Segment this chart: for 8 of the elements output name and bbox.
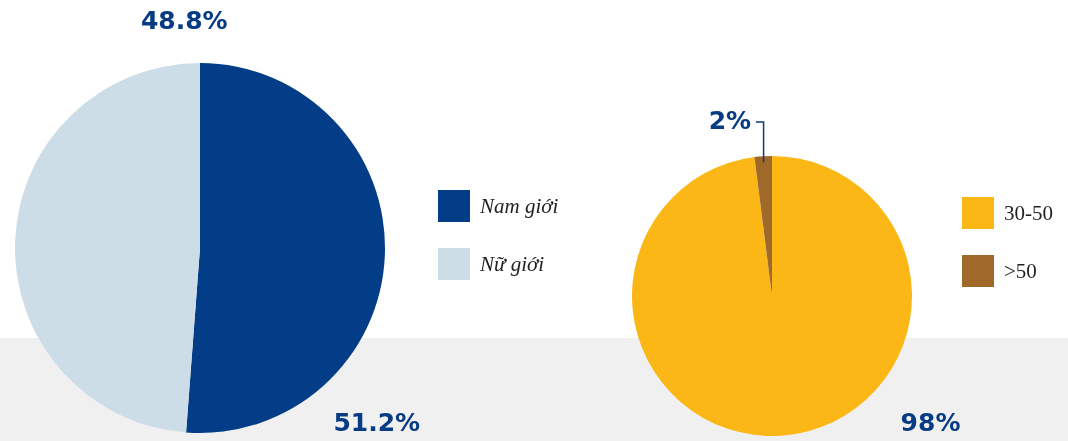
legend-label: Nữ giới [480,251,545,277]
legend-label: Nam giới [480,193,559,219]
data-label: 48.8% [140,6,228,36]
data-label: 98% [900,407,961,437]
data-label: 51.2% [333,408,421,438]
data-label: 2% [708,105,752,135]
legend-label: 30-50 [1004,200,1053,226]
legend-label: >50 [1004,258,1037,284]
